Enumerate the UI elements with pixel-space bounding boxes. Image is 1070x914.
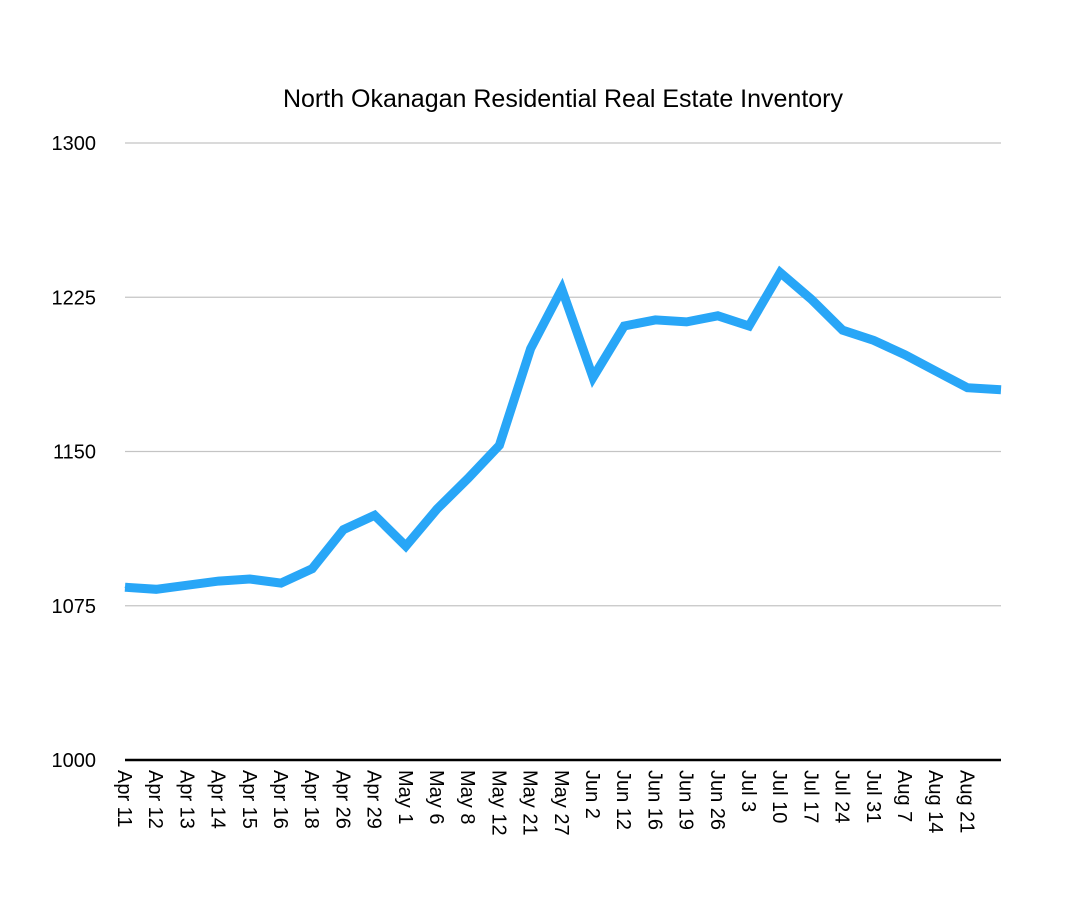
- x-tick-label: May 12: [487, 770, 509, 836]
- data-point: [810, 298, 812, 300]
- data-point: [311, 568, 313, 570]
- x-tick-label: Apr 12: [144, 770, 166, 829]
- x-tick-label: May 8: [456, 770, 478, 824]
- data-point: [623, 325, 625, 327]
- data-point: [966, 387, 968, 389]
- x-tick-label: Jul 31: [862, 770, 884, 823]
- x-tick-label: Apr 14: [207, 770, 229, 829]
- y-tick-label: 1000: [52, 750, 97, 772]
- x-tick-label: May 27: [550, 770, 572, 836]
- x-tick-label: Jun 12: [612, 770, 634, 830]
- x-tick-label: Jul 10: [768, 770, 790, 823]
- data-point: [654, 319, 656, 321]
- data-point: [842, 329, 844, 331]
- data-point: [467, 477, 469, 479]
- chart-title: North Okanagan Residential Real Estate I…: [283, 85, 844, 113]
- y-tick-label: 1300: [52, 133, 97, 155]
- data-point: [748, 325, 750, 327]
- x-tick-label: Aug 21: [955, 770, 977, 833]
- data-point: [935, 370, 937, 372]
- data-point: [342, 529, 344, 531]
- y-tick-label: 1225: [52, 287, 97, 309]
- data-point: [779, 272, 781, 274]
- data-point: [873, 339, 875, 341]
- gridlines: [125, 142, 1001, 607]
- x-tick-label: May 6: [425, 770, 447, 824]
- x-tick-label: Apr 29: [363, 770, 385, 829]
- data-point: [498, 444, 500, 446]
- series-layer: [124, 265, 1002, 594]
- x-tick-label: Apr 13: [175, 770, 197, 829]
- data-point: [436, 508, 438, 510]
- x-tick-label: Aug 14: [924, 770, 946, 833]
- x-tick-label: Apr 18: [300, 770, 322, 829]
- x-tick-label: Jun 26: [706, 770, 728, 830]
- data-point: [186, 584, 188, 586]
- x-tick-label: Jun 2: [581, 770, 603, 819]
- x-tick-label: May 1: [394, 770, 416, 824]
- data-point: [592, 376, 594, 378]
- data-point: [374, 514, 376, 516]
- data-point: [904, 354, 906, 356]
- data-point: [717, 315, 719, 317]
- data-point: [405, 545, 407, 547]
- y-tick-label: 1075: [52, 596, 97, 618]
- x-tick-label: Apr 11: [113, 770, 135, 827]
- series-line: [124, 265, 1002, 594]
- data-point: [280, 582, 282, 584]
- y-axis-labels: 1000 1075 1150 1225 1300: [52, 133, 97, 772]
- x-tick-label: May 21: [519, 770, 541, 836]
- x-tick-label: Aug 7: [893, 770, 915, 822]
- data-point: [155, 588, 157, 590]
- x-tick-label: Jul 3: [737, 770, 759, 812]
- data-point: [561, 288, 563, 290]
- data-point: [530, 348, 532, 350]
- data-point: [686, 321, 688, 323]
- x-tick-label: Jul 17: [799, 770, 821, 823]
- x-tick-label: Jul 24: [831, 770, 853, 823]
- x-tick-label: Jun 19: [675, 770, 697, 830]
- x-axis-labels: Apr 11 Apr 12 Apr 13 Apr 14 Apr 15 Apr 16 Apr …: [113, 770, 977, 836]
- data-point: [124, 586, 126, 588]
- y-tick-label: 1150: [53, 442, 96, 464]
- x-tick-label: Apr 15: [238, 770, 260, 829]
- data-point: [218, 580, 220, 582]
- x-tick-label: Apr 26: [331, 770, 353, 829]
- x-tick-label: Apr 16: [269, 770, 291, 829]
- x-tick-label: Jun 16: [643, 770, 665, 830]
- data-point: [249, 578, 251, 580]
